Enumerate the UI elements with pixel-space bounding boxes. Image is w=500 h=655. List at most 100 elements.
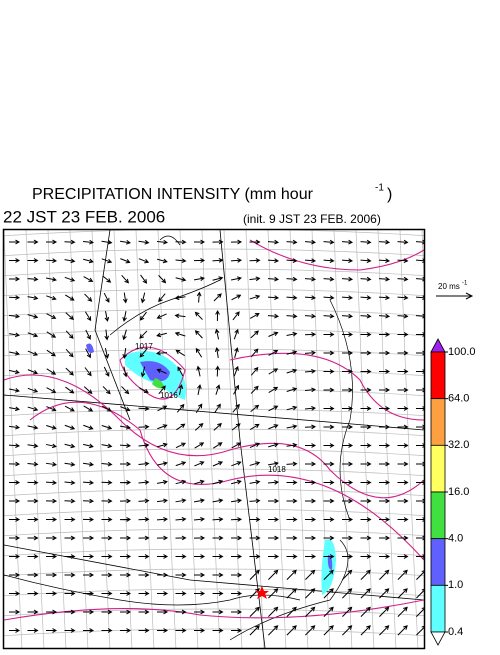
wind-vector bbox=[27, 239, 39, 245]
wind-vector bbox=[138, 461, 150, 467]
wind-vector bbox=[64, 405, 75, 412]
wind-vector bbox=[157, 572, 169, 578]
wind-vector bbox=[250, 348, 259, 358]
wind-vector bbox=[323, 498, 335, 504]
wind-vector bbox=[397, 517, 409, 522]
wind-vector bbox=[360, 443, 372, 448]
wind-vector bbox=[397, 461, 409, 467]
wind-vector bbox=[83, 258, 94, 264]
wind-vector bbox=[360, 480, 372, 485]
wind-vector bbox=[231, 442, 242, 449]
wind-vector bbox=[416, 554, 424, 559]
wind-vector bbox=[360, 517, 372, 522]
wind-vector bbox=[323, 569, 334, 580]
wind-vector bbox=[304, 368, 317, 374]
grid-meridian bbox=[91, 230, 111, 648]
map-frame bbox=[2, 228, 426, 650]
wind-vector bbox=[176, 403, 185, 413]
wind-vector bbox=[341, 295, 354, 300]
wind-vector bbox=[46, 591, 58, 596]
wind-vector bbox=[175, 591, 187, 596]
wind-vector bbox=[250, 404, 260, 413]
wind-vector bbox=[157, 405, 168, 412]
colorbar-segment bbox=[430, 491, 446, 540]
coastline bbox=[229, 539, 349, 641]
wind-vector bbox=[103, 292, 110, 303]
wind-vector bbox=[212, 609, 224, 615]
wind-vector bbox=[286, 535, 298, 541]
wind-vector bbox=[231, 628, 243, 633]
wind-vector bbox=[268, 606, 279, 617]
wind-vector bbox=[214, 347, 220, 359]
wind-vector bbox=[342, 443, 354, 448]
wind-vector bbox=[138, 628, 150, 633]
wind-vector bbox=[46, 313, 57, 319]
wind-vector bbox=[122, 311, 127, 322]
wind-vector bbox=[305, 461, 317, 467]
wind-vector bbox=[27, 461, 39, 467]
wind-vector bbox=[305, 480, 317, 485]
wind-vector bbox=[286, 569, 297, 580]
wind-vector bbox=[175, 498, 187, 504]
wind-vector bbox=[304, 276, 317, 282]
wind-vector bbox=[193, 516, 206, 522]
wind-vector bbox=[286, 313, 298, 319]
wind-vector bbox=[27, 572, 39, 578]
wind-vector bbox=[342, 387, 354, 393]
wind-vector bbox=[138, 479, 150, 485]
grid-meridian bbox=[355, 230, 375, 648]
wind-vector bbox=[64, 609, 76, 615]
wind-vector bbox=[268, 535, 280, 541]
wind-vector bbox=[415, 313, 424, 319]
wind-vector bbox=[212, 258, 224, 263]
wind-vector bbox=[157, 628, 169, 633]
wind-vector bbox=[196, 365, 201, 377]
wind-vector bbox=[83, 591, 95, 596]
wind-vector bbox=[249, 276, 261, 282]
wind-vector bbox=[379, 424, 391, 430]
colorbar-segment bbox=[430, 584, 446, 633]
wind-vector bbox=[65, 348, 74, 358]
grid-meridian bbox=[267, 230, 287, 648]
grid-parallel bbox=[4, 288, 424, 297]
wind-vector bbox=[286, 588, 297, 599]
wind-vector bbox=[157, 554, 169, 559]
wind-vector bbox=[27, 314, 39, 319]
wind-vector bbox=[397, 295, 409, 300]
grid-meridian bbox=[377, 230, 397, 648]
wind-vector bbox=[397, 369, 409, 374]
wind-vector bbox=[249, 423, 260, 431]
wind-vector bbox=[397, 276, 409, 282]
wind-vector bbox=[101, 554, 113, 559]
colorbar-label: 4.0 bbox=[448, 533, 463, 545]
wind-vector bbox=[379, 332, 391, 337]
wind-vector bbox=[360, 535, 372, 541]
wind-vector bbox=[9, 388, 20, 393]
wind-vector bbox=[65, 312, 75, 321]
wind-vector bbox=[397, 480, 409, 485]
wind-vector bbox=[379, 443, 391, 448]
wind-vector bbox=[268, 588, 279, 599]
wind-vector bbox=[158, 293, 166, 303]
grid-parallel bbox=[4, 348, 424, 357]
wind-vector bbox=[101, 498, 113, 504]
wind-vector bbox=[9, 628, 21, 633]
grid-meridian bbox=[311, 230, 331, 648]
wind-vector bbox=[267, 258, 280, 263]
wind-vector bbox=[120, 609, 132, 615]
wind-vector bbox=[197, 384, 202, 395]
isobar bbox=[4, 599, 424, 621]
wind-vector bbox=[101, 628, 113, 633]
grid-parallel bbox=[4, 468, 424, 477]
wind-vector bbox=[233, 365, 239, 377]
wind-vector bbox=[175, 516, 187, 522]
wind-vector bbox=[305, 535, 317, 541]
grid-meridian bbox=[201, 230, 221, 648]
wind-vector bbox=[231, 276, 242, 281]
grid-parallel bbox=[4, 428, 424, 437]
wind-vector bbox=[46, 554, 58, 559]
wind-vector bbox=[158, 385, 166, 395]
wind-vector bbox=[213, 293, 222, 302]
wind-vector bbox=[194, 422, 204, 431]
wind-vector bbox=[175, 628, 187, 633]
